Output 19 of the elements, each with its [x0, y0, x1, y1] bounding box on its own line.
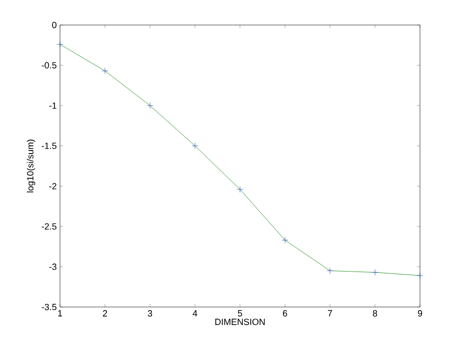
x-tick-label: 7	[328, 310, 332, 316]
y-tick-label: 0	[52, 22, 56, 28]
y-tick-label: -3	[49, 264, 56, 270]
x-tick-label: 4	[192, 310, 198, 316]
x-tick-label: 3	[148, 310, 152, 317]
x-tick-label: 1	[58, 310, 62, 316]
x-tick-label: 5	[238, 310, 242, 316]
y-tick-label: -1.5	[42, 142, 56, 149]
x-tick-label: 6	[282, 310, 288, 317]
y-tick-label: -0.5	[42, 62, 56, 68]
y-tick-label: -1	[49, 102, 56, 109]
y-tick-label: -2	[49, 183, 56, 190]
y-tick-label: -2.5	[42, 223, 56, 230]
x-tick-label: 2	[102, 310, 108, 316]
y-tick-label: -3.5	[42, 304, 56, 310]
y-axis-title: log10(si/sum)	[26, 140, 36, 192]
x-tick-label: 9	[418, 310, 422, 317]
x-tick-label: 8	[372, 310, 378, 317]
x-axis-title: DIMENSION	[215, 318, 265, 326]
